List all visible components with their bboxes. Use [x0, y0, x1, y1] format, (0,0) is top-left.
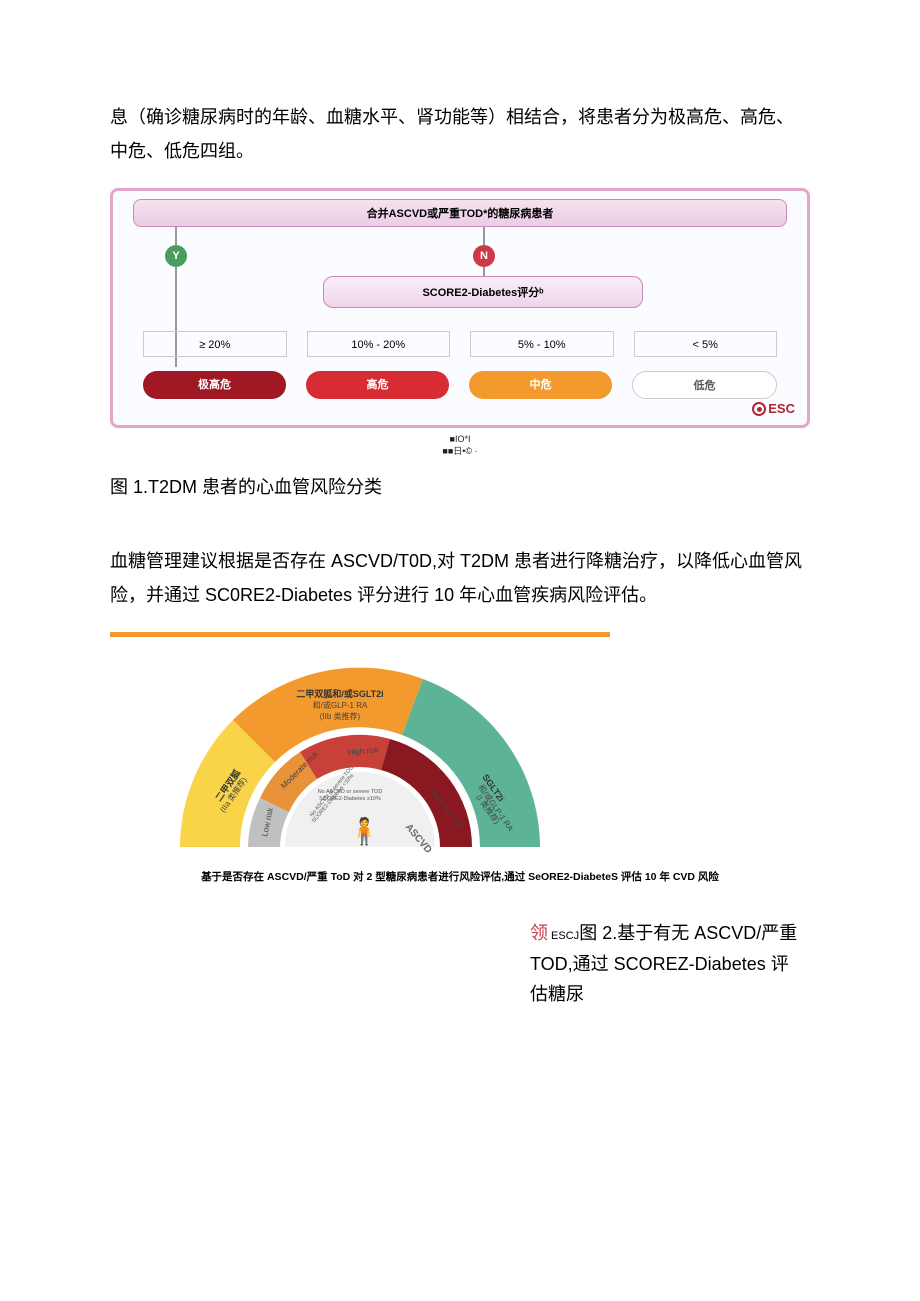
risk-very-high: 极高危	[143, 371, 286, 399]
arc-center-label: SCORE2-Diabetes ≥10%	[319, 796, 381, 802]
score-box: SCORE2-Diabetes评分ᵇ	[323, 276, 643, 308]
threshold: < 5%	[634, 331, 778, 357]
figure-1-flowchart: 合并ASCVD或严重TOD*的糖尿病患者 Y N SCORE2-Diabetes…	[110, 188, 810, 428]
figure-1-footnotes: ■IO*I ■■日•© ·	[110, 434, 810, 457]
paragraph-2: 血糖管理建议根据是否存在 ASCVD/T0D,对 T2DM 患者进行降糖治疗，以…	[110, 544, 810, 612]
arc-center-label: No ASCVD or severe TOD	[318, 789, 383, 795]
arc-label: (IIb 类推荐)	[320, 711, 361, 721]
connector-line	[175, 227, 177, 245]
no-node: N	[473, 245, 495, 267]
connector-line	[483, 267, 485, 276]
figure-2-caption-block: 领 ESCJ图 2.基于有无 ASCVD/严重 TOD,通过 SCOREZ-Di…	[530, 918, 800, 1010]
threshold-row: ≥ 20% 10% - 20% 5% - 10% < 5%	[113, 331, 807, 357]
human-icon: 🧍	[348, 807, 380, 856]
flowchart-header: 合并ASCVD或严重TOD*的糖尿病患者	[133, 199, 787, 227]
caption-lead-char: 领	[530, 923, 548, 943]
risk-high: 高危	[306, 371, 449, 399]
yes-node: Y	[165, 245, 187, 267]
arc-label: 二甲双胍和/或SGLT2i	[296, 688, 383, 699]
threshold: 5% - 10%	[470, 331, 614, 357]
heart-icon	[752, 402, 766, 416]
risk-medium: 中危	[469, 371, 612, 399]
caption-esc-small: ESCJ	[548, 930, 579, 942]
figure-2-arc-chart: 二甲双胍 (IIa 类推荐) 二甲双胍和/或SGLT2i 和/或GLP-1 RA…	[110, 632, 610, 862]
intro-paragraph: 息（确诊糖尿病时的年龄、血糖水平、肾功能等）相结合，将患者分为极高危、高危、中危…	[110, 100, 810, 168]
threshold: 10% - 20%	[307, 331, 451, 357]
risk-row: 极高危 高危 中危 低危	[113, 371, 807, 399]
figure-1-caption: 图 1.T2DM 患者的心血管风险分类	[110, 470, 810, 504]
figure-2-subcaption: 基于是否存在 ASCVD/严重 ToD 对 2 型糖尿病患者进行风险评估,通过 …	[110, 868, 810, 888]
arc-label: 和/或GLP-1 RA	[313, 700, 368, 710]
risk-low: 低危	[632, 371, 777, 399]
esc-logo: ESC	[752, 397, 795, 422]
threshold: ≥ 20%	[143, 331, 287, 357]
connector-line	[483, 227, 485, 245]
